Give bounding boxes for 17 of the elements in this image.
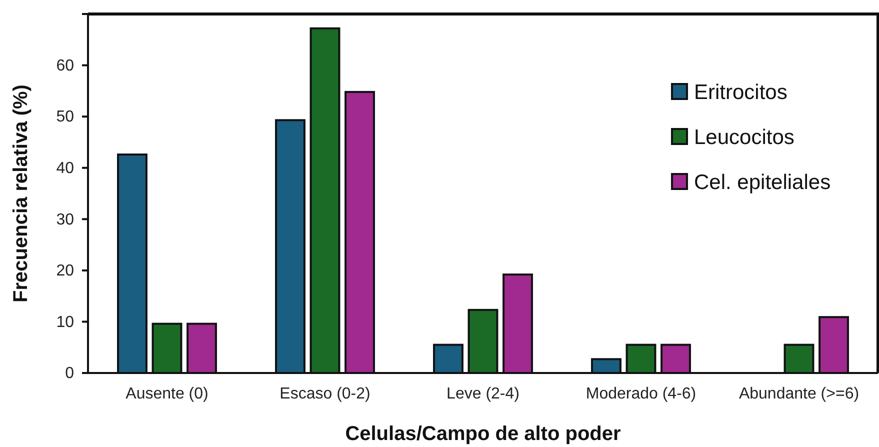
y-axis-title: Frecuencia relativa (%) (10, 84, 32, 302)
y-tick-label: 40 (56, 160, 74, 177)
y-tick-label: 30 (56, 211, 74, 228)
y-tick-label: 20 (56, 262, 74, 280)
legend-label: Eritrocitos (694, 81, 788, 104)
y-tick-label: 60 (56, 57, 74, 74)
y-tick-label: 0 (65, 365, 74, 382)
x-tick-label: Abundante (>=6) (738, 385, 860, 402)
legend-label: Leucocitos (694, 126, 794, 149)
x-tick-label: Ausente (0) (126, 385, 208, 402)
y-tick-label: 50 (56, 108, 74, 126)
x-tick-label: Leve (2-4) (446, 385, 520, 402)
legend-label: Cel. epiteliales (694, 171, 831, 194)
x-tick-label: Escaso (0-2) (280, 385, 370, 402)
x-tick-label: Moderado (4-6) (586, 385, 696, 402)
x-axis-title: Celulas/Campo de alto poder (345, 423, 622, 445)
y-tick-label: 10 (56, 314, 74, 331)
